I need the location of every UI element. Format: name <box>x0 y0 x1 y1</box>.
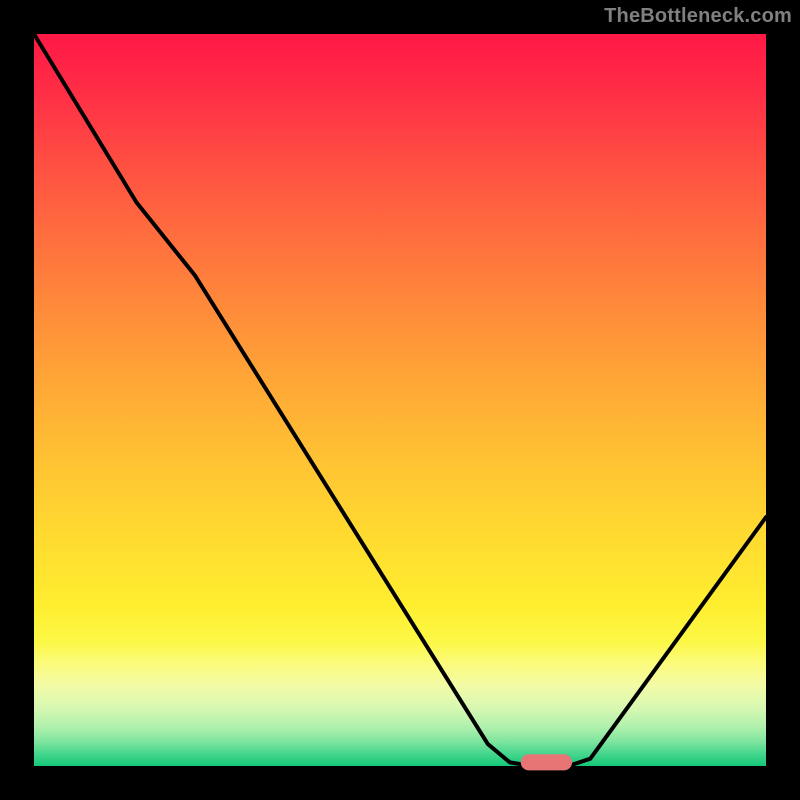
chart-container: TheBottleneck.com <box>0 0 800 800</box>
watermark-text: TheBottleneck.com <box>604 5 792 28</box>
optimal-point-marker <box>0 0 800 800</box>
